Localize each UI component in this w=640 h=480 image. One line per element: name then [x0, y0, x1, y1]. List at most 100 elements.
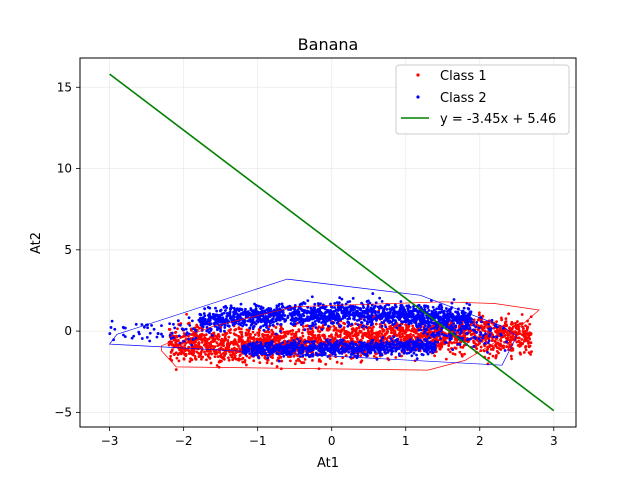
class-2-point	[251, 319, 255, 323]
class-2-point	[266, 316, 270, 320]
class-1-point	[516, 320, 519, 323]
class-2-point	[475, 320, 479, 324]
class-2-point	[282, 354, 286, 358]
class-2-point	[339, 347, 343, 351]
class-2-point	[285, 350, 289, 353]
class-1-point	[229, 353, 232, 357]
class-2-point	[148, 331, 152, 335]
class-2-point	[481, 336, 485, 340]
class-2-point	[356, 314, 360, 317]
class-2-point	[346, 320, 349, 324]
class-1-point	[182, 351, 185, 354]
class-2-point	[208, 312, 212, 316]
class-2-point	[363, 341, 366, 345]
class-2-point	[321, 351, 325, 355]
class-1-point	[273, 335, 276, 339]
class-2-point	[182, 328, 186, 332]
class-2-point	[434, 315, 438, 319]
class-1-point	[407, 328, 411, 332]
class-2-point	[277, 304, 280, 308]
class-2-point	[469, 337, 472, 341]
class-2-point	[255, 340, 259, 344]
class-1-point	[330, 335, 334, 339]
class-2-point	[364, 353, 368, 356]
class-1-point	[198, 333, 202, 337]
class-2-point	[296, 313, 300, 317]
class-2-point	[328, 313, 331, 316]
class-2-point	[456, 342, 460, 346]
class-2-point	[361, 351, 364, 355]
class-1-point	[412, 327, 416, 331]
class-2-point	[226, 312, 230, 316]
class-1-point	[431, 338, 435, 342]
class-1-point	[206, 353, 210, 357]
class-2-point	[399, 303, 403, 307]
class-1-point	[237, 358, 241, 362]
class-2-point	[311, 321, 315, 325]
class-2-point	[434, 322, 438, 326]
class-2-point	[288, 351, 292, 355]
class-2-point	[355, 319, 359, 322]
class-2-point	[366, 322, 369, 326]
class-1-point	[356, 333, 360, 336]
class-2-point	[187, 316, 191, 320]
class-1-point	[296, 354, 299, 358]
class-2-point	[271, 323, 275, 327]
class-2-point	[461, 317, 465, 321]
class-1-point	[362, 327, 366, 331]
class-2-point	[327, 324, 330, 328]
class-2-point	[331, 317, 335, 321]
class-2-point	[350, 349, 354, 353]
class-2-point	[385, 307, 389, 311]
class-1-point	[372, 354, 376, 358]
class-1-point	[174, 343, 178, 347]
class-2-point	[467, 324, 471, 328]
y-tick-label: 5	[64, 243, 72, 257]
class-2-point	[370, 318, 374, 322]
class-2-point	[359, 312, 363, 315]
class-1-point	[509, 349, 513, 352]
class-2-point	[377, 346, 381, 350]
class-2-point	[430, 345, 434, 349]
class-2-point	[256, 311, 260, 315]
class-2-point	[417, 349, 421, 352]
class-2-point	[378, 296, 382, 300]
class-2-point	[294, 322, 297, 326]
class-2-point	[343, 348, 347, 351]
class-2-point	[428, 341, 432, 345]
class-2-point	[412, 344, 416, 348]
class-1-point	[222, 354, 226, 358]
class-1-point	[241, 339, 245, 342]
class-1-point	[256, 337, 260, 341]
class-2-point	[392, 335, 396, 339]
class-1-point	[451, 352, 455, 356]
class-1-point	[367, 331, 371, 335]
class-2-point	[283, 314, 287, 317]
class-2-point	[355, 309, 359, 313]
class-2-point	[406, 307, 410, 310]
class-2-point	[289, 341, 293, 345]
class-1-point	[462, 344, 466, 347]
class-2-point	[255, 347, 259, 351]
class-1-point	[301, 334, 305, 338]
class-2-point	[466, 320, 469, 324]
class-1-point	[251, 330, 255, 334]
class-2-point	[394, 305, 398, 309]
class-2-point	[285, 346, 288, 350]
class-1-point	[257, 331, 261, 335]
class-2-point	[188, 324, 192, 327]
class-1-point	[246, 336, 250, 340]
class-2-point	[230, 306, 234, 310]
class-2-point	[168, 322, 172, 326]
class-2-point	[319, 302, 322, 306]
class-2-point	[492, 335, 496, 339]
class-1-point	[215, 364, 219, 367]
class-2-point	[437, 307, 441, 311]
class-1-point	[270, 362, 274, 365]
class-1-point	[174, 340, 178, 344]
class-1-point	[294, 333, 298, 337]
class-2-point	[313, 320, 317, 323]
class-2-point	[332, 314, 336, 318]
class-2-point	[409, 321, 413, 325]
class-2-point	[221, 316, 225, 320]
